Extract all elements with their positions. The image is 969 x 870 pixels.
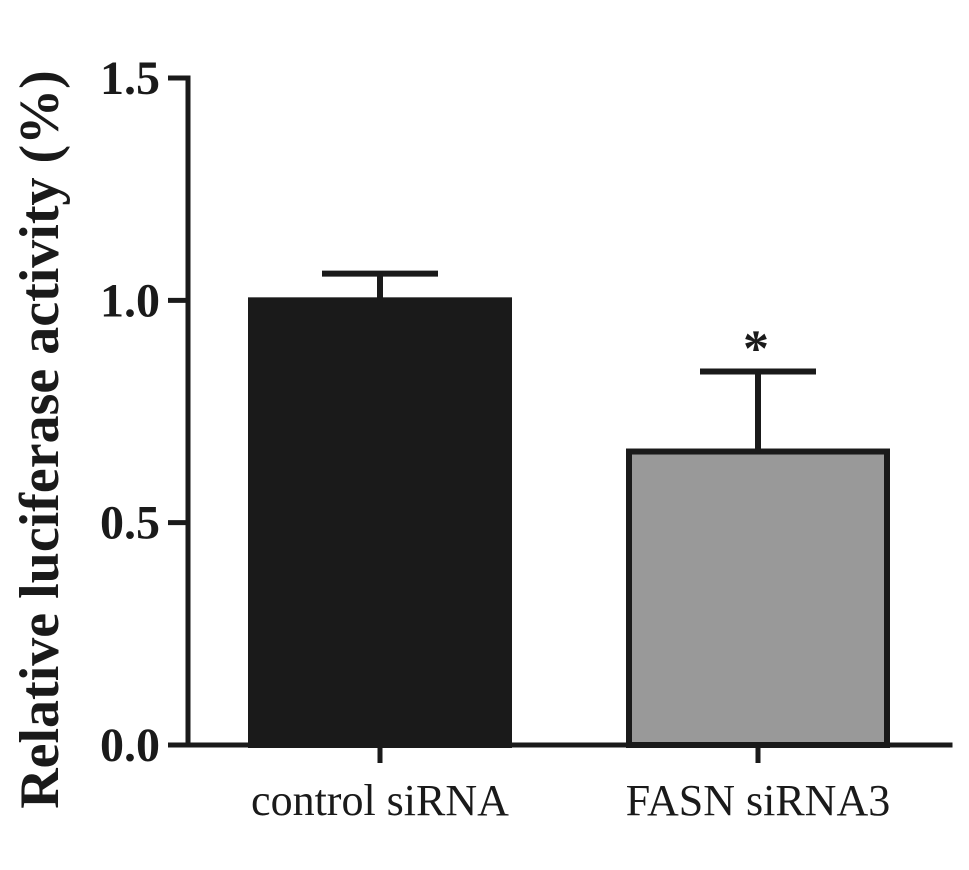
bars: [248, 270, 890, 748]
labels: 0.0 0.5 1.0 1.5 control siRNA FASN siRNA3 *: [100, 52, 890, 825]
bar: [626, 448, 890, 748]
y-axis-title: Relative luciferase activity (%): [9, 70, 71, 809]
y-tick-label: 1.5: [100, 52, 160, 105]
y-tick-label: 1.0: [100, 274, 160, 327]
y-tick-label: 0.5: [100, 497, 160, 550]
bar: [248, 297, 512, 748]
y-tick-label: 0.0: [100, 719, 160, 772]
x-tick-label: control siRNA: [251, 776, 509, 825]
significance-marker: *: [743, 320, 769, 377]
x-tick-label: FASN siRNA3: [626, 776, 890, 825]
